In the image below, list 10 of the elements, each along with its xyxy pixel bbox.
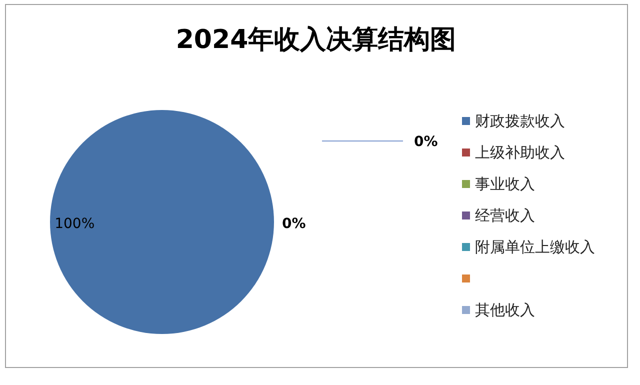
- text: 0%: [282, 216, 306, 232]
- legend-label: 上级补助收入: [475, 144, 565, 162]
- legend-label: 事业收入: [475, 175, 535, 193]
- chart-title: 2024年收入决算结构图: [176, 25, 456, 55]
- text: 0%: [414, 134, 438, 150]
- data-label: 100%: [54, 216, 95, 232]
- legend-label: 附属单位上缴收入: [475, 238, 595, 256]
- legend-label: 其他收入: [475, 301, 535, 319]
- legend-label: 经营收入: [475, 206, 535, 224]
- legend-label: 财政拨款收入: [475, 112, 565, 130]
